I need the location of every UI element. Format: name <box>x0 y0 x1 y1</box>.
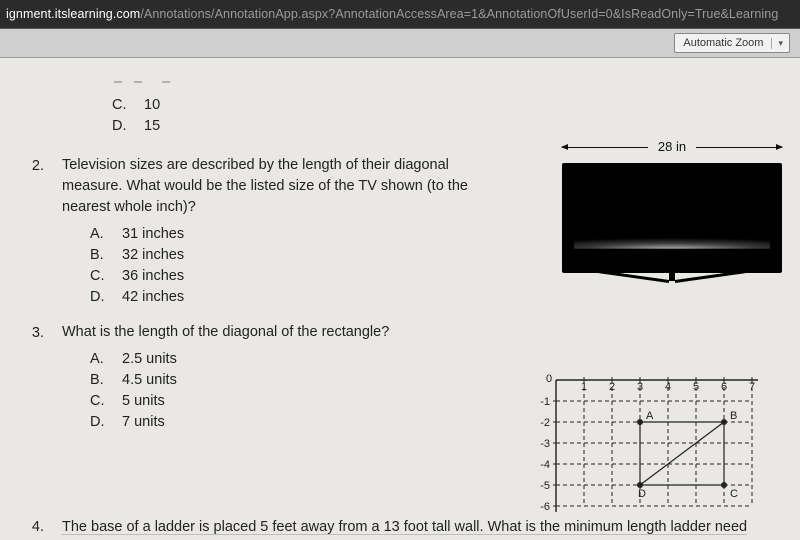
option-text: 4.5 units <box>122 370 177 391</box>
coordinate-grid-svg: 01234567-1-2-3-4-5-6ABCD <box>532 370 762 520</box>
option-letter: A. <box>90 224 108 245</box>
question-text: What is the length of the diagonal of th… <box>62 322 492 343</box>
tv-figure: 28 in <box>562 138 782 292</box>
url-path: /Annotations/AnnotationApp.aspx?Annotati… <box>140 7 778 21</box>
question-text: Television sizes are described by the le… <box>62 155 492 218</box>
svg-text:C: C <box>730 488 738 500</box>
svg-text:-2: -2 <box>540 417 550 429</box>
dimension-line: 28 in <box>562 138 782 157</box>
option-letter: D. <box>90 412 108 433</box>
svg-text:-4: -4 <box>540 459 550 471</box>
svg-text:D: D <box>638 488 646 500</box>
option-letter: D. <box>112 116 130 137</box>
option-text: 36 inches <box>122 266 184 287</box>
svg-text:B: B <box>730 410 737 422</box>
url-host: ignment.itslearning.com <box>6 7 140 21</box>
svg-text:-1: -1 <box>540 396 550 408</box>
document-page: – – – C. 10 D. 15 2. Television sizes ar… <box>0 58 800 540</box>
option-letter: C. <box>112 95 130 116</box>
svg-text:-5: -5 <box>540 480 550 492</box>
dimension-label: 28 in <box>648 138 696 157</box>
tv-stand-base <box>597 280 747 292</box>
option-text: 7 units <box>122 412 165 433</box>
option-letter: A. <box>90 349 108 370</box>
browser-address-bar[interactable]: ignment.itslearning.com/Annotations/Anno… <box>0 0 800 28</box>
option-letter: C. <box>90 391 108 412</box>
option-text: 31 inches <box>122 224 184 245</box>
option-text: 2.5 units <box>122 349 177 370</box>
option-letter: C. <box>90 266 108 287</box>
grid-figure: 01234567-1-2-3-4-5-6ABCD <box>532 370 762 527</box>
chevron-down-icon: ▾ <box>771 38 789 49</box>
svg-text:-6: -6 <box>540 501 550 513</box>
option-row: C. 10 <box>112 95 774 116</box>
option-text: 42 inches <box>122 287 184 308</box>
tv-glare <box>574 233 771 248</box>
arrow-right-icon <box>696 147 782 148</box>
question-number: 2. <box>26 155 44 308</box>
option-text: 10 <box>144 95 160 116</box>
pdf-toolbar: Automatic Zoom ▾ <box>0 28 800 58</box>
svg-text:-3: -3 <box>540 438 550 450</box>
option-letter: B. <box>90 370 108 391</box>
question-number: 3. <box>26 322 44 433</box>
option-text: 32 inches <box>122 245 184 266</box>
tv-screen <box>562 163 782 273</box>
option-letter: D. <box>90 287 108 308</box>
svg-text:0: 0 <box>546 373 552 385</box>
ellipsis-row: – – – <box>114 72 774 93</box>
zoom-select[interactable]: Automatic Zoom ▾ <box>674 33 790 53</box>
option-row: D. 15 <box>112 116 774 137</box>
question-number: 4. <box>26 517 44 538</box>
arrow-left-icon <box>562 147 648 148</box>
option-text: 5 units <box>122 391 165 412</box>
option-text: 15 <box>144 116 160 137</box>
svg-text:A: A <box>646 410 654 422</box>
option-letter: B. <box>90 245 108 266</box>
zoom-select-label: Automatic Zoom <box>675 37 771 49</box>
previous-question-tail: – – – C. 10 D. 15 <box>112 72 774 137</box>
